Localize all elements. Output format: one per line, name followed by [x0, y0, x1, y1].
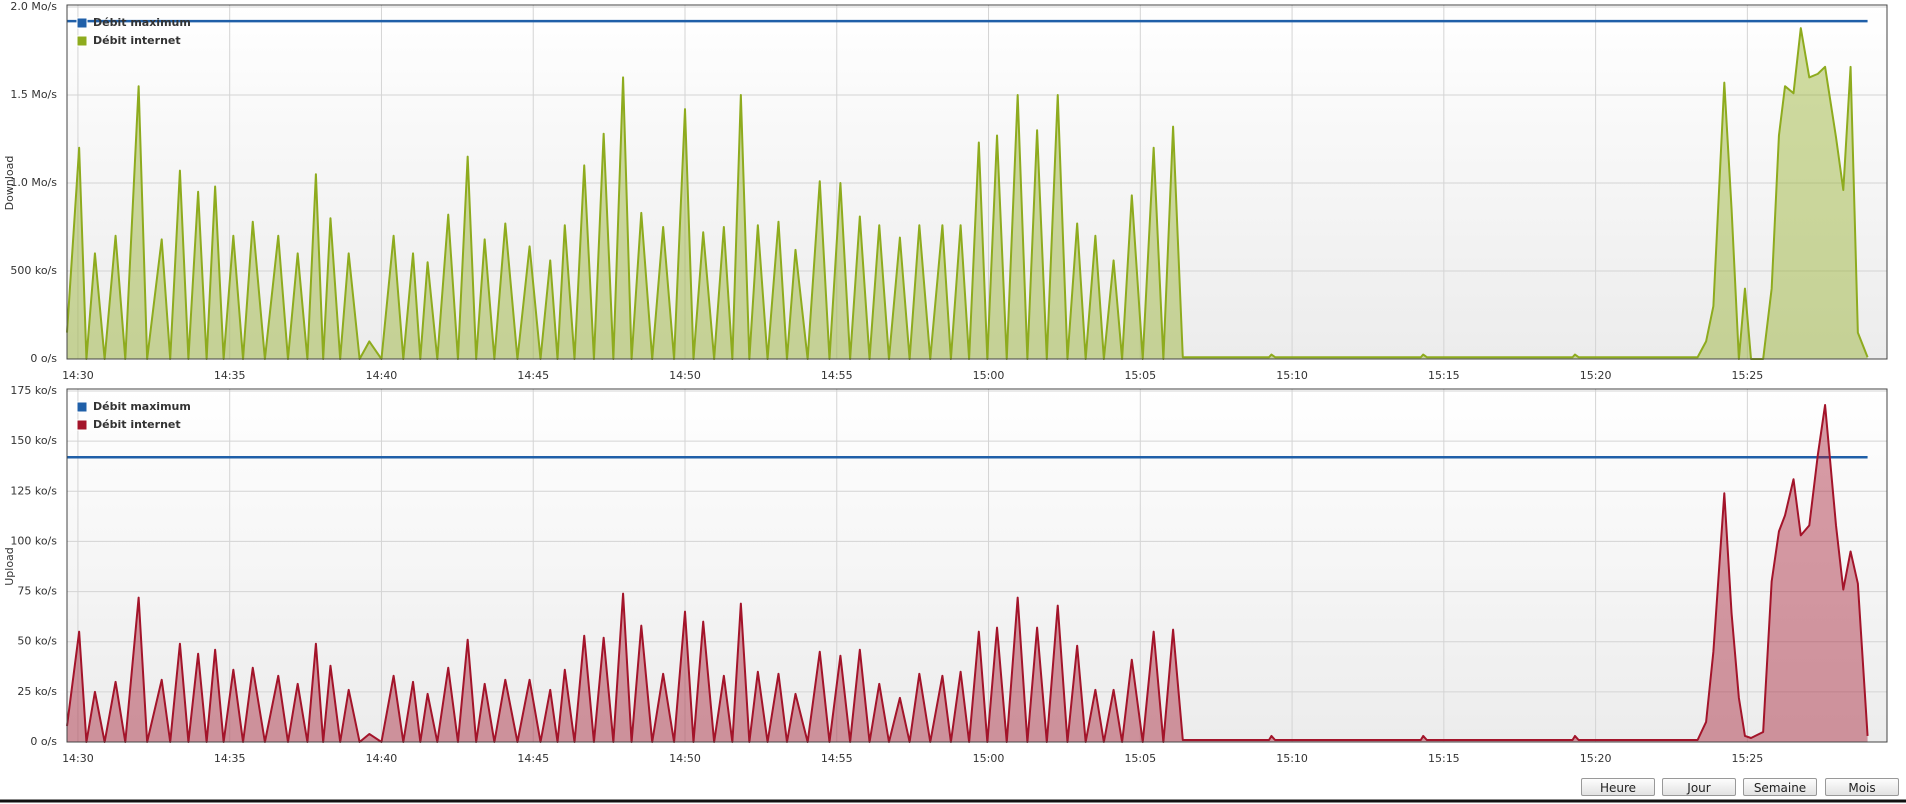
- x-tick-label: 14:40: [366, 752, 398, 765]
- plot-frame: [66, 388, 1888, 743]
- y-tick-label: 0 o/s: [30, 352, 57, 365]
- area-line: [66, 404, 1869, 743]
- y-tick-label: 175 ko/s: [10, 384, 57, 397]
- period-button[interactable]: Mois: [1825, 778, 1899, 796]
- legend-swatch: [76, 419, 88, 431]
- x-tick-label: 15:25: [1732, 752, 1764, 765]
- y-tick-label: 50 ko/s: [17, 635, 57, 648]
- plot-frame: [66, 4, 1888, 360]
- period-button[interactable]: Semaine: [1743, 778, 1817, 796]
- x-tick-label: 15:05: [1124, 752, 1156, 765]
- legend-swatch: [76, 35, 88, 47]
- x-tick-label: 15:10: [1276, 369, 1308, 382]
- legend-label: Débit maximum: [93, 16, 191, 29]
- x-tick-label: 14:35: [214, 369, 246, 382]
- legend-label: Débit internet: [93, 34, 181, 47]
- y-tick-label: 0 o/s: [30, 735, 57, 748]
- y-axis-title: Upload: [3, 547, 16, 586]
- x-tick-label: 15:20: [1580, 752, 1612, 765]
- x-tick-label: 15:25: [1732, 369, 1764, 382]
- area-line: [66, 27, 1869, 360]
- period-button[interactable]: Heure: [1581, 778, 1655, 796]
- y-tick-label: 125 ko/s: [10, 484, 57, 497]
- y-tick-label: 500 ko/s: [10, 264, 57, 277]
- legend-swatch: [76, 401, 88, 413]
- y-tick-label: 1.5 Mo/s: [10, 88, 57, 101]
- x-tick-label: 14:55: [821, 752, 853, 765]
- x-tick-label: 14:35: [214, 752, 246, 765]
- y-tick-label: 150 ko/s: [10, 434, 57, 447]
- x-tick-label: 14:50: [669, 369, 701, 382]
- x-tick-label: 14:45: [517, 752, 549, 765]
- area-fill: [67, 28, 1868, 360]
- x-tick-label: 15:00: [973, 369, 1005, 382]
- legend-label: Débit maximum: [93, 400, 191, 413]
- x-tick-label: 14:50: [669, 752, 701, 765]
- x-tick-label: 15:05: [1124, 369, 1156, 382]
- x-tick-label: 14:55: [821, 369, 853, 382]
- x-tick-label: 15:15: [1428, 369, 1460, 382]
- plot-background: [67, 389, 1887, 742]
- legend-swatch: [76, 17, 88, 29]
- x-tick-label: 15:10: [1276, 752, 1308, 765]
- y-tick-label: 1.0 Mo/s: [10, 176, 57, 189]
- y-tick-label: 2.0 Mo/s: [10, 0, 57, 13]
- x-tick-label: 15:00: [973, 752, 1005, 765]
- y-tick-label: 25 ko/s: [17, 685, 57, 698]
- x-tick-label: 14:30: [62, 752, 94, 765]
- x-tick-label: 15:20: [1580, 369, 1612, 382]
- y-axis-title: Download: [3, 156, 16, 211]
- x-tick-label: 14:45: [517, 369, 549, 382]
- y-tick-label: 100 ko/s: [10, 534, 57, 547]
- legend-label: Débit internet: [93, 418, 181, 431]
- x-tick-label: 14:40: [366, 369, 398, 382]
- x-tick-label: 15:15: [1428, 752, 1460, 765]
- x-tick-label: 14:30: [62, 369, 94, 382]
- y-tick-label: 75 ko/s: [17, 585, 57, 598]
- period-button[interactable]: Jour: [1662, 778, 1736, 796]
